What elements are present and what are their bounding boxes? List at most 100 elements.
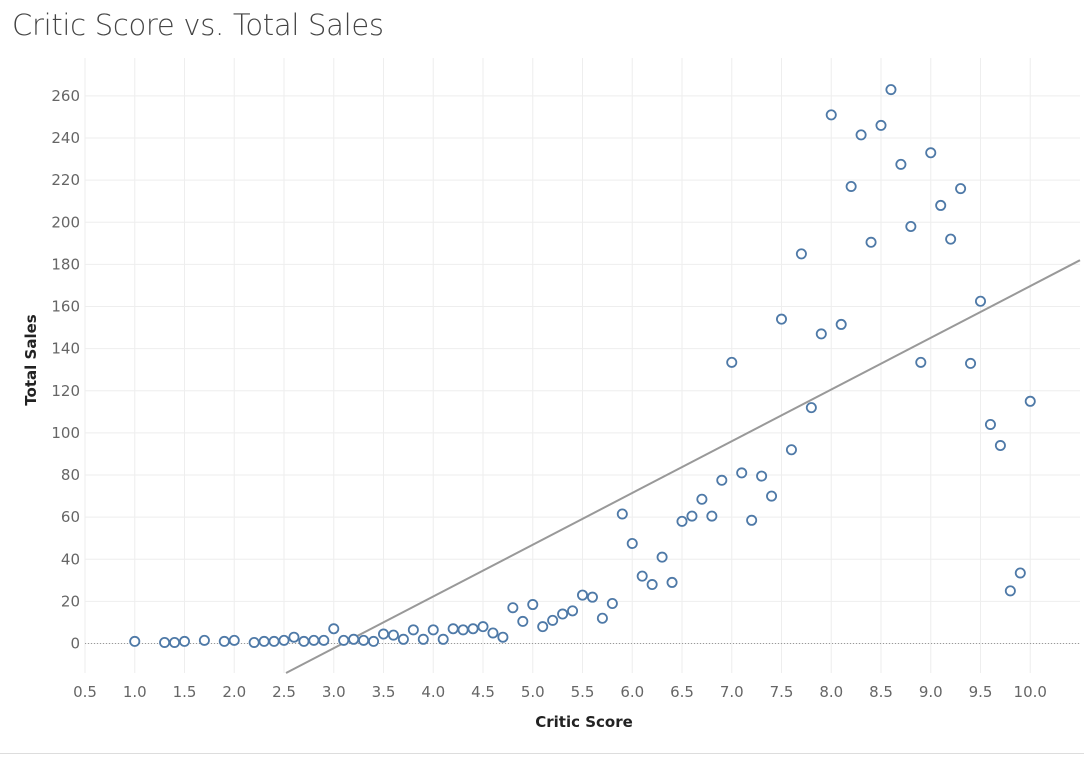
data-point	[577, 589, 589, 601]
data-point	[736, 467, 748, 479]
y-tick-labels: 0 20 40 60 80 100 120 140 160 180 200 220 240 260	[51, 87, 80, 653]
x-tick-label: 8.0	[819, 683, 843, 701]
data-point	[785, 444, 797, 456]
data-point	[129, 635, 141, 647]
data-point	[198, 634, 210, 646]
data-point	[805, 402, 817, 414]
data-point	[268, 635, 280, 647]
y-tick-label: 260	[51, 87, 80, 105]
data-point	[467, 623, 479, 635]
data-point	[955, 183, 967, 195]
data-point	[547, 614, 559, 626]
x-tick-label: 5.5	[571, 683, 595, 701]
data-point	[676, 515, 688, 527]
data-point	[507, 602, 519, 614]
x-tick-label: 5.0	[521, 683, 545, 701]
data-point	[437, 633, 449, 645]
data-point	[586, 591, 598, 603]
data-point	[169, 636, 181, 648]
y-tick-label: 80	[61, 466, 80, 484]
data-point	[228, 634, 240, 646]
y-tick-label: 100	[51, 424, 80, 442]
y-tick-label: 180	[51, 255, 80, 273]
x-tick-label: 4.0	[421, 683, 445, 701]
data-point	[457, 624, 469, 636]
x-tick-label: 2.5	[272, 683, 296, 701]
data-point	[368, 635, 380, 647]
data-point	[656, 551, 668, 563]
data-point	[387, 629, 399, 641]
data-point	[318, 634, 330, 646]
data-point	[835, 318, 847, 330]
x-tick-labels: 0.5 1.0 1.5 2.0 2.5 3.0 3.5 4.0 4.5 5.0 5.5 6.0 6.5 7…	[73, 683, 1047, 701]
x-tick-label: 4.5	[471, 683, 495, 701]
trend-line	[285, 259, 1081, 674]
data-point	[1014, 567, 1026, 579]
data-point	[537, 621, 549, 633]
data-point	[984, 418, 996, 430]
x-tick-label: 0.5	[73, 683, 97, 701]
x-tick-label: 9.5	[969, 683, 993, 701]
data-point	[1024, 395, 1036, 407]
y-tick-label: 0	[70, 635, 80, 653]
data-point	[776, 313, 788, 325]
data-point	[397, 633, 409, 645]
data-point	[875, 119, 887, 131]
data-point	[815, 328, 827, 340]
data-point	[945, 233, 957, 245]
data-point	[666, 576, 678, 588]
x-tick-label: 1.0	[123, 683, 147, 701]
data-point	[905, 220, 917, 232]
data-point	[636, 570, 648, 582]
data-point	[756, 470, 768, 482]
data-point	[159, 636, 171, 648]
data-point	[377, 628, 389, 640]
x-tick-label: 6.5	[670, 683, 694, 701]
x-tick-label: 7.5	[770, 683, 794, 701]
data-point	[726, 356, 738, 368]
data-point	[855, 129, 867, 141]
data-point	[606, 597, 618, 609]
y-tick-label: 140	[51, 340, 80, 358]
data-point	[218, 635, 230, 647]
data-point	[925, 147, 937, 159]
data-point	[746, 514, 758, 526]
x-tick-label: 6.0	[620, 683, 644, 701]
data-point	[596, 612, 608, 624]
data-point	[427, 624, 439, 636]
data-point	[895, 158, 907, 170]
data-point	[258, 635, 270, 647]
data-point	[915, 356, 927, 368]
data-point	[308, 634, 320, 646]
data-point	[795, 248, 807, 260]
data-point	[646, 579, 658, 591]
data-point	[994, 440, 1006, 452]
x-tick-label: 2.0	[222, 683, 246, 701]
data-point	[527, 599, 539, 611]
x-tick-label: 3.0	[322, 683, 346, 701]
grid-lines	[84, 58, 1080, 673]
data-point	[447, 623, 459, 635]
data-point	[696, 493, 708, 505]
data-point	[626, 537, 638, 549]
x-axis-label: Critic Score	[535, 713, 633, 731]
data-point	[686, 510, 698, 522]
y-tick-label: 220	[51, 171, 80, 189]
data-point	[965, 357, 977, 369]
data-point	[885, 84, 897, 96]
data-point	[706, 510, 718, 522]
data-point	[338, 634, 350, 646]
data-point	[1004, 585, 1016, 597]
data-point	[865, 236, 877, 248]
y-tick-label: 40	[61, 550, 80, 568]
data-point	[975, 295, 987, 307]
data-point	[348, 633, 360, 645]
data-points	[129, 84, 1036, 648]
x-tick-label: 9.0	[919, 683, 943, 701]
data-point	[477, 621, 489, 633]
data-point	[557, 608, 569, 620]
data-point	[407, 624, 419, 636]
data-point	[178, 635, 190, 647]
y-tick-label: 200	[51, 213, 80, 231]
